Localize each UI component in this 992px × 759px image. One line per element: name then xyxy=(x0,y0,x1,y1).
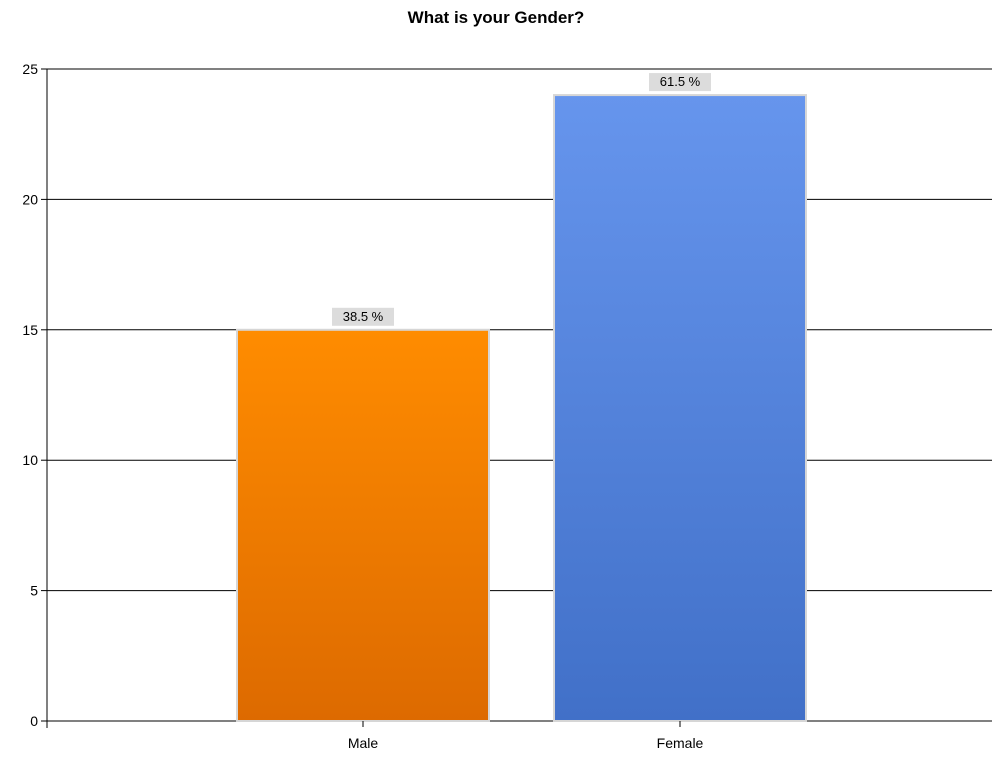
x-tick-label: Male xyxy=(348,735,379,751)
data-label: 61.5 % xyxy=(660,74,701,89)
y-tick-label: 5 xyxy=(30,583,38,599)
y-tick-label: 15 xyxy=(22,322,38,338)
y-tick-label: 0 xyxy=(30,713,38,729)
y-tick-label: 10 xyxy=(22,452,38,468)
x-tick-label: Female xyxy=(657,735,704,751)
y-tick-label: 25 xyxy=(22,61,38,77)
data-label: 38.5 % xyxy=(343,309,384,324)
data-label-bg xyxy=(332,307,394,326)
bar-female xyxy=(553,94,807,722)
y-tick-label: 20 xyxy=(22,191,38,207)
bar-male xyxy=(236,328,490,722)
chart-title: What is your Gender? xyxy=(407,8,585,27)
data-label-bg xyxy=(649,73,711,92)
